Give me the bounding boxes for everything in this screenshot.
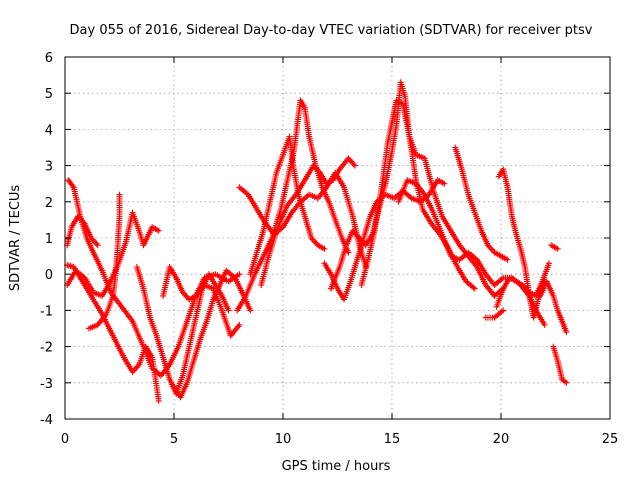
series-arc-03 <box>64 262 162 404</box>
data-point-markers <box>482 307 507 321</box>
y-tick-label: 1 <box>45 232 53 247</box>
chart-title: Day 055 of 2016, Sidereal Day-to-day VTE… <box>70 23 593 38</box>
series-arc-17 <box>452 144 511 263</box>
y-axis-label: SDTVAR / TECUs <box>8 185 23 292</box>
y-tick-label: 0 <box>45 268 53 283</box>
series-arc-19 <box>495 166 548 321</box>
x-axis-label: GPS time / hours <box>282 459 391 474</box>
grid <box>65 57 610 419</box>
series-arc-23 <box>550 343 570 386</box>
y-tick-label: -1 <box>40 304 53 319</box>
series-arc-22 <box>537 278 570 336</box>
data-point-markers <box>550 343 570 386</box>
y-tick-label: 5 <box>45 87 53 102</box>
data-point-markers <box>321 177 448 303</box>
x-tick-label: 0 <box>61 432 69 447</box>
y-tick-label: 4 <box>45 123 53 138</box>
series-arc-02 <box>64 213 101 249</box>
data-point-markers <box>247 133 328 278</box>
data-point-markers <box>548 242 561 252</box>
y-tick-label: 6 <box>45 51 53 66</box>
x-tick-label: 20 <box>493 432 510 447</box>
data-point-markers <box>86 191 123 332</box>
series-arc-20 <box>482 307 507 321</box>
data-point-markers <box>358 97 507 299</box>
data-point-markers <box>452 144 511 263</box>
series-arc-12 <box>258 155 358 289</box>
series-arc-05 <box>86 191 123 332</box>
data-point-markers <box>537 278 570 336</box>
x-tick-label: 15 <box>384 432 401 447</box>
y-tick-label: -2 <box>40 341 53 356</box>
series-arc-11 <box>247 133 328 278</box>
series-arc-13 <box>321 177 448 303</box>
y-tick-label: -4 <box>40 413 53 428</box>
axis-ticks: 0 5 10 15 20 25 -4 -3 -2 -1 0 1 2 3 4 5 6 <box>40 51 618 447</box>
series-arc-21 <box>548 242 561 252</box>
series-arc-07 <box>160 264 243 339</box>
data-point-markers <box>495 166 548 321</box>
data-point-markers <box>64 262 162 404</box>
y-tick-label: 2 <box>45 196 53 211</box>
data-point-markers <box>258 155 358 289</box>
series-arc-15 <box>358 97 507 299</box>
y-tick-label: -3 <box>40 377 53 392</box>
series-arc-08 <box>171 267 254 401</box>
data-point-markers <box>64 213 101 249</box>
series-arc-10 <box>236 169 369 270</box>
x-tick-label: 25 <box>602 432 619 447</box>
data-point-markers <box>160 264 243 339</box>
data-point-markers <box>171 267 254 401</box>
y-tick-label: 3 <box>45 160 53 175</box>
x-tick-label: 5 <box>170 432 178 447</box>
x-tick-label: 10 <box>275 432 292 447</box>
data-point-markers <box>236 169 369 270</box>
series-layer <box>64 79 570 404</box>
